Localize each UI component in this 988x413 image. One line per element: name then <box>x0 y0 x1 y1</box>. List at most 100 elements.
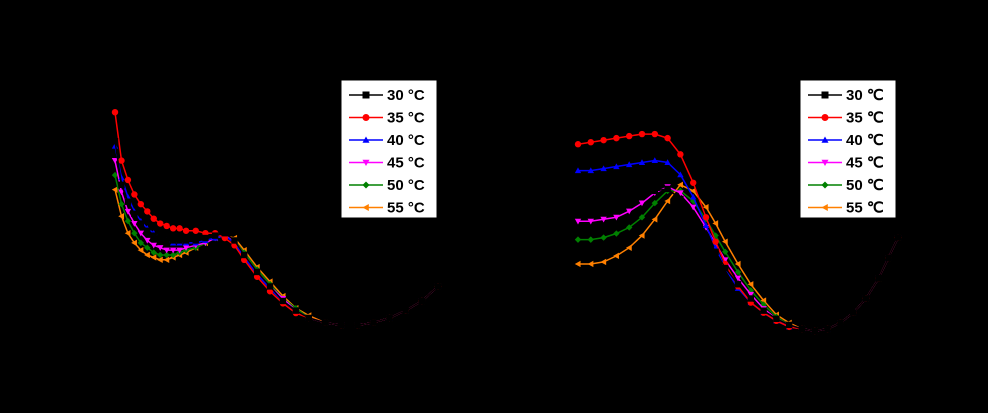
data-point-1-5-6 <box>651 216 658 223</box>
data-point-1-5-15 <box>760 297 767 304</box>
data-point-1-5-4 <box>626 244 632 251</box>
data-point-0-1-6 <box>150 215 157 222</box>
legend-item-0-1: 35 °C <box>349 110 425 127</box>
data-point-0-1-13 <box>202 230 209 237</box>
legend-marker-0-0 <box>362 91 370 99</box>
data-point-1-2-9 <box>690 193 697 200</box>
data-point-1-0-3 <box>613 199 620 207</box>
data-point-1-3-5 <box>638 200 646 207</box>
data-point-0-1-4 <box>137 200 145 208</box>
legend-label-1-5: 55 ℃ <box>846 200 884 217</box>
legend-item-0-0: 30 °C <box>349 87 425 104</box>
data-point-0-3-7 <box>157 245 164 251</box>
data-point-1-4-2 <box>600 234 607 241</box>
data-point-1-1-9 <box>690 179 697 186</box>
data-point-0-0-12 <box>192 237 199 244</box>
data-point-1-0-20 <box>824 325 831 333</box>
data-point-1-0-26 <box>894 234 902 241</box>
data-point-0-5-2 <box>124 230 131 237</box>
legend-item-1-1: 35 ℃ <box>808 110 884 127</box>
data-point-1-5-12 <box>722 238 728 245</box>
data-point-1-0-8 <box>677 195 684 203</box>
data-point-0-0-22 <box>305 314 312 322</box>
legend-item-0-3: 45 °C <box>349 155 425 172</box>
data-point-1-2-4 <box>626 161 633 168</box>
data-point-0-1-3 <box>131 191 138 198</box>
legend-marker-0-2 <box>362 136 370 143</box>
data-point-1-0-6 <box>651 187 658 195</box>
data-point-1-5-8 <box>677 181 683 189</box>
data-point-0-0-19 <box>266 283 274 290</box>
data-point-0-3-4 <box>137 230 145 237</box>
data-point-0-4-9 <box>169 251 177 259</box>
data-point-1-1-4 <box>626 132 633 140</box>
data-point-1-0-4 <box>626 195 633 203</box>
data-point-0-1-12 <box>192 227 199 234</box>
data-point-1-0-21 <box>837 319 844 327</box>
data-point-1-4-6 <box>651 199 658 207</box>
data-point-1-2-10 <box>702 222 710 228</box>
data-point-1-3-4 <box>626 208 633 215</box>
legend-label-1-0: 30 ℃ <box>846 87 884 104</box>
legend-label-0-4: 50 °C <box>387 177 425 194</box>
data-point-0-0-14 <box>211 232 219 239</box>
data-point-1-3-9 <box>690 204 697 211</box>
data-point-0-0-26 <box>370 319 377 326</box>
data-point-1-0-12 <box>722 264 729 272</box>
data-point-1-0-19 <box>811 327 818 335</box>
data-point-0-4-0 <box>111 171 119 179</box>
data-point-0-1-0 <box>111 109 119 116</box>
data-point-0-2-1 <box>118 174 125 181</box>
data-point-1-5-10 <box>702 203 709 211</box>
data-point-1-1-3 <box>613 134 620 142</box>
data-point-1-1-1 <box>587 138 594 146</box>
data-point-1-4-9 <box>690 197 697 205</box>
data-point-1-4-12 <box>722 248 729 255</box>
legend-box-left <box>340 79 438 219</box>
data-point-1-0-18 <box>798 325 806 333</box>
data-point-0-3-0 <box>111 158 119 164</box>
data-point-1-0-10 <box>702 234 710 241</box>
data-point-0-0-21 <box>292 307 300 314</box>
data-point-1-5-14 <box>747 281 754 288</box>
data-point-0-0-10 <box>176 237 183 244</box>
data-point-1-0-17 <box>786 321 793 329</box>
data-point-0-1-9 <box>169 225 177 232</box>
data-point-0-3-2 <box>124 208 132 215</box>
data-point-0-3-10 <box>176 247 183 254</box>
data-point-0-0-7 <box>157 234 164 242</box>
data-point-0-0-3 <box>131 210 138 218</box>
data-point-1-1-7 <box>664 134 671 142</box>
data-point-1-1-10 <box>702 214 710 221</box>
data-point-1-2-8 <box>677 171 684 178</box>
legend-item-0-2: 40 °C <box>349 132 425 149</box>
legend-left: 30 °C 35 °C 40 °C 45 °C 50 °C 55 °C <box>340 79 438 219</box>
legend-marker-0-5 <box>362 204 369 211</box>
data-point-1-4-0 <box>574 236 582 243</box>
data-point-0-0-5 <box>144 227 151 234</box>
data-point-0-1-7 <box>157 220 164 227</box>
data-point-1-1-8 <box>677 151 684 158</box>
data-point-0-0-20 <box>279 297 287 305</box>
data-point-1-0-13 <box>734 281 742 288</box>
data-point-1-1-6 <box>651 130 658 138</box>
data-point-1-4-14 <box>747 287 754 294</box>
data-point-0-3-11 <box>182 245 190 251</box>
data-point-0-4-7 <box>157 251 164 259</box>
chart-panel-left: 30 °C 35 °C 40 °C 45 °C 50 °C 55 °C <box>111 79 442 329</box>
data-point-1-0-5 <box>638 191 646 199</box>
data-point-0-0-8 <box>163 237 170 244</box>
legend-label-0-3: 45 °C <box>387 155 425 172</box>
data-point-0-1-5 <box>144 208 151 215</box>
data-point-0-0-4 <box>137 220 145 227</box>
data-point-0-0-6 <box>150 232 157 239</box>
data-point-1-3-2 <box>600 216 607 223</box>
data-point-1-0-0 <box>574 203 582 211</box>
data-point-1-4-1 <box>587 236 594 243</box>
data-point-1-2-0 <box>574 167 582 174</box>
data-point-1-1-2 <box>600 136 607 144</box>
data-point-1-5-2 <box>600 258 607 266</box>
data-point-1-1-5 <box>638 130 646 138</box>
legend-marker-1-2 <box>821 136 829 143</box>
